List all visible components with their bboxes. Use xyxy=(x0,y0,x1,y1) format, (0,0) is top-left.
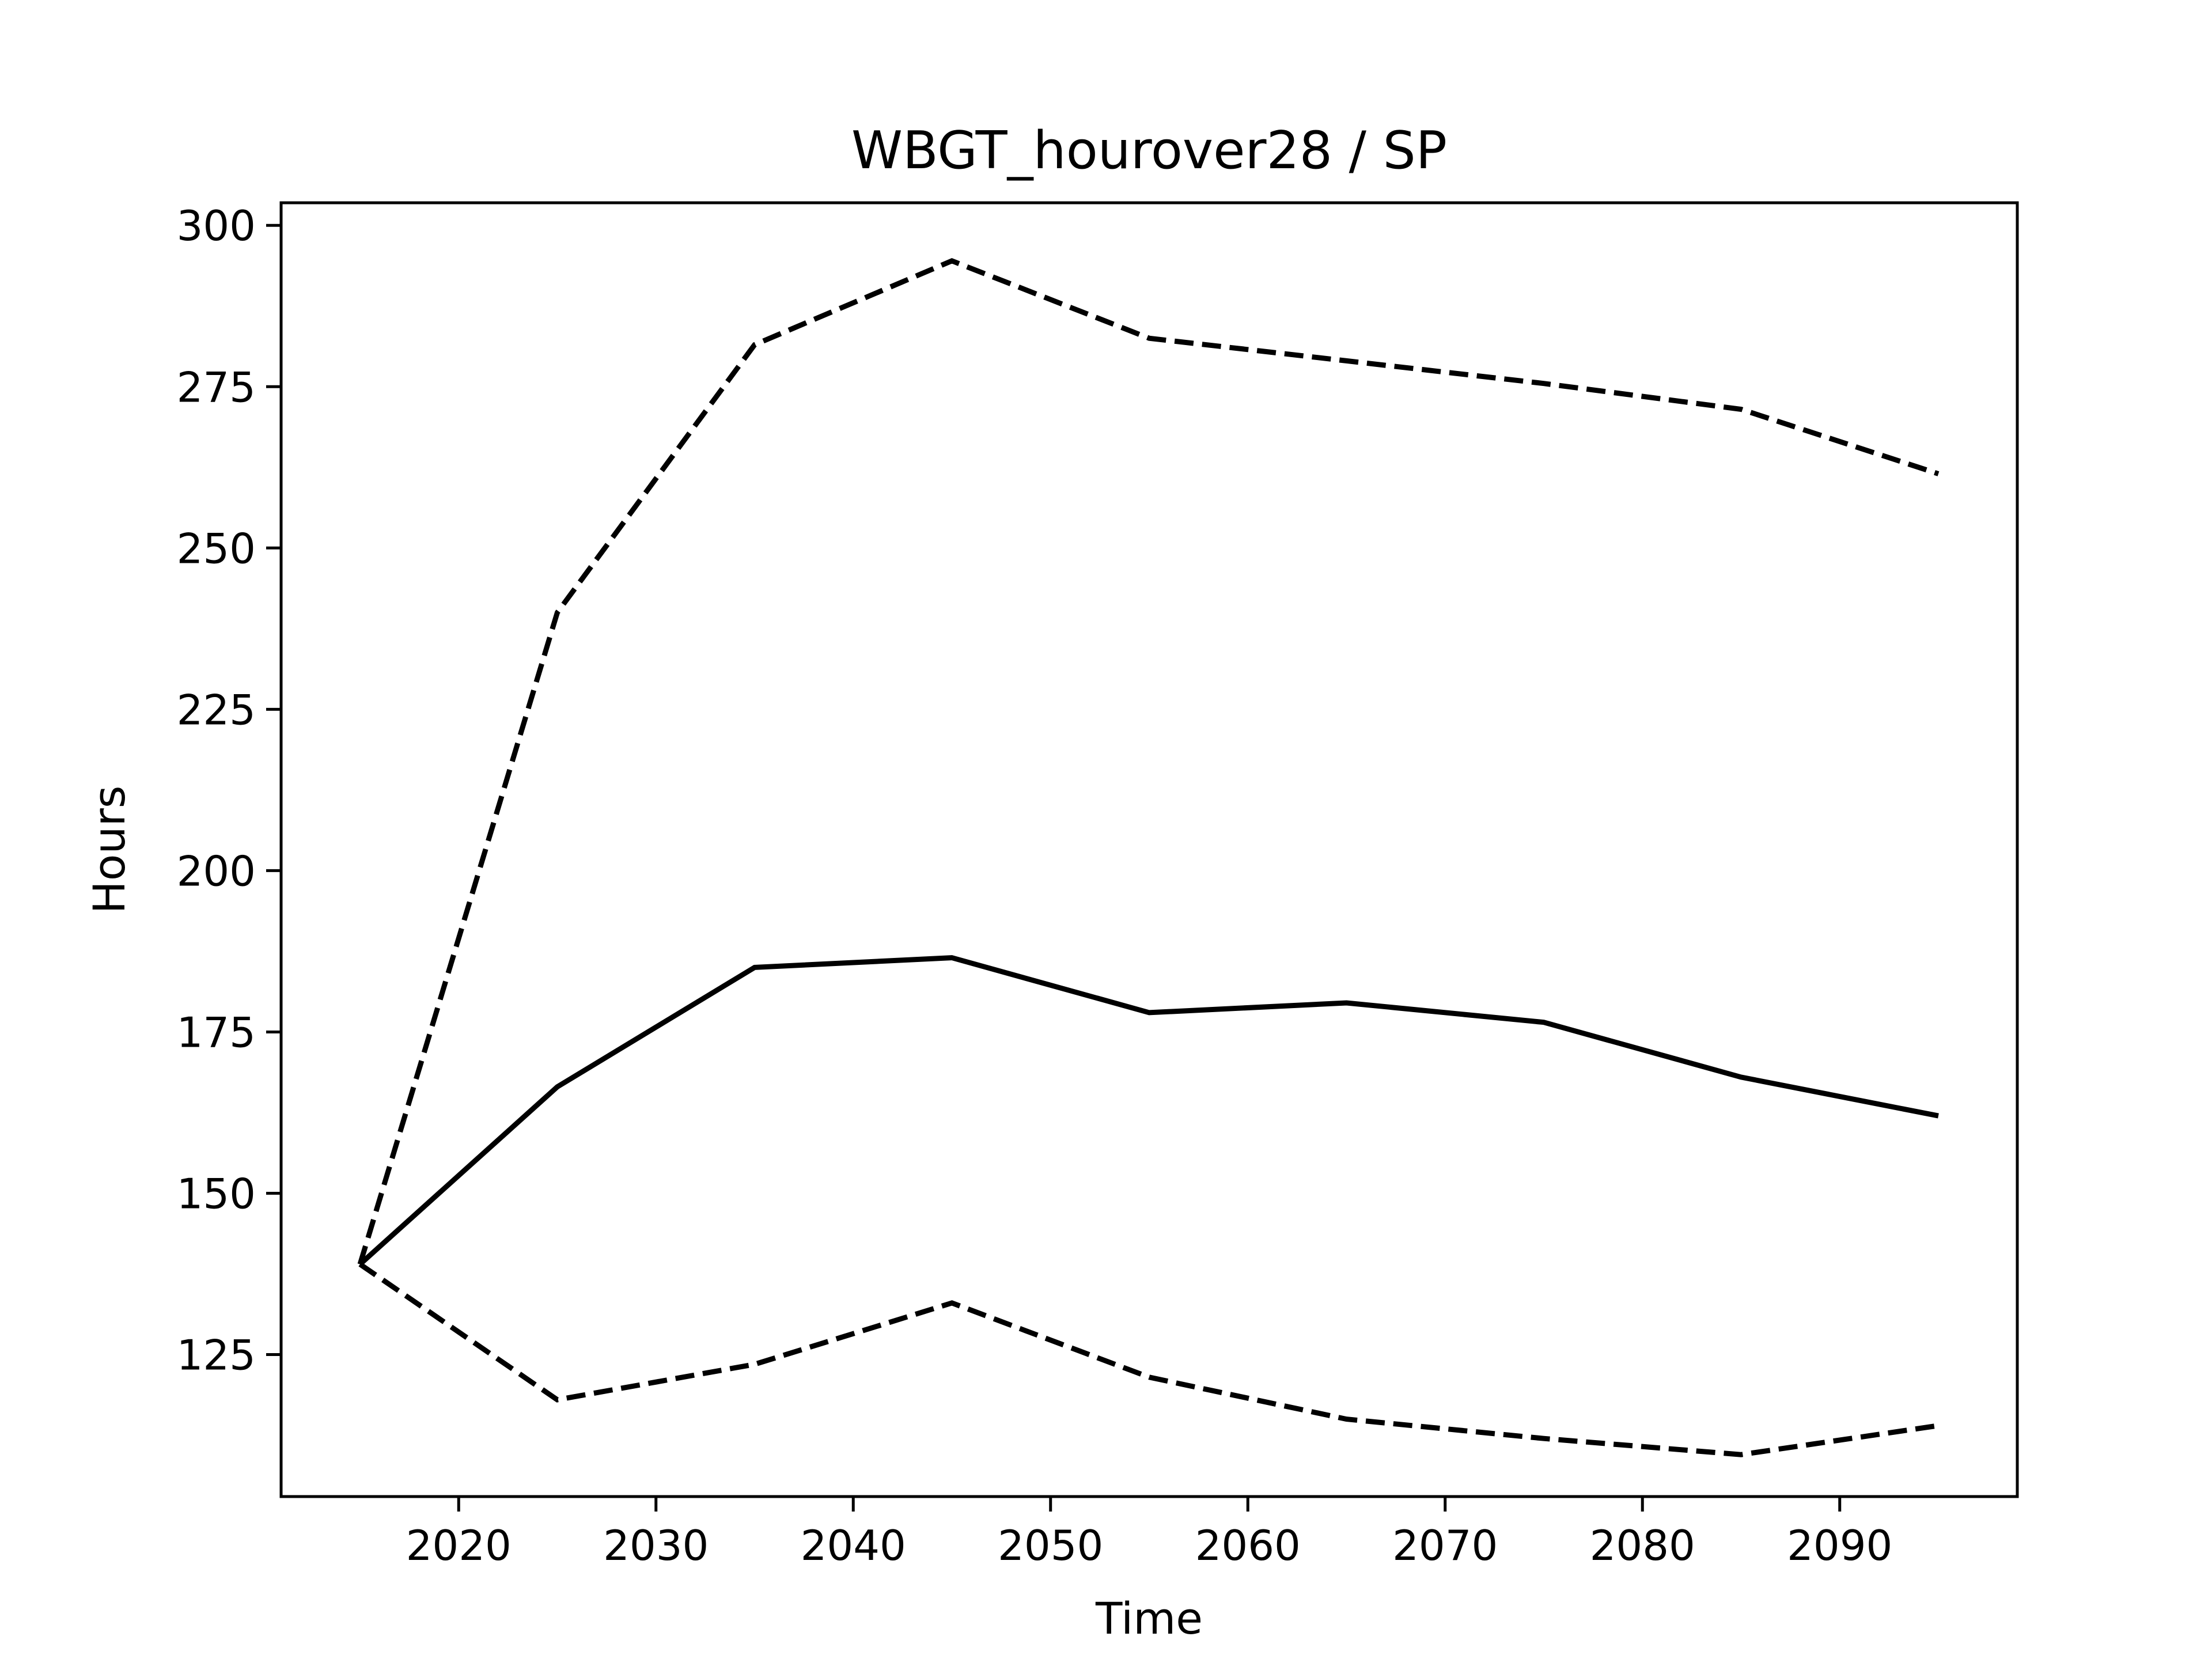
plot-frame xyxy=(279,201,2019,1498)
series-line-2-solid xyxy=(358,955,1939,1267)
y-tick-label-1: 150 xyxy=(177,1170,256,1218)
x-tick-label-2: 2040 xyxy=(801,1521,906,1570)
series-line-1-dashed xyxy=(357,257,1940,1266)
x-tick-label-0: 2020 xyxy=(406,1521,512,1570)
x-tick-label-6: 2080 xyxy=(1590,1521,1695,1570)
y-tick-label-3: 200 xyxy=(177,847,256,895)
chart-title: WBGT_hourover28 / SP xyxy=(851,120,1447,181)
x-tick-label-4: 2060 xyxy=(1195,1521,1301,1570)
y-tick-label-7: 300 xyxy=(177,202,256,250)
x-tick-label-7: 2090 xyxy=(1787,1521,1892,1570)
series-layer xyxy=(357,257,1940,1457)
y-tick-label-5: 250 xyxy=(177,524,256,573)
y-axis-label: Hours xyxy=(84,786,135,914)
y-tick-label-4: 225 xyxy=(177,685,256,734)
y-tick-label-6: 275 xyxy=(177,363,256,411)
x-axis-label: Time xyxy=(1095,1593,1203,1644)
x-tick-label-5: 2070 xyxy=(1392,1521,1498,1570)
x-tick-label-1: 2030 xyxy=(603,1521,709,1570)
series-line-3-dashed xyxy=(358,1262,1939,1457)
y-tick-label-0: 125 xyxy=(177,1331,256,1380)
ticks-layer: 2020 2030 2040 2050 2060 2070 2080 2090 125 150 17… xyxy=(177,202,1893,1570)
y-tick-label-2: 175 xyxy=(177,1008,256,1056)
x-tick-label-3: 2050 xyxy=(998,1521,1103,1570)
